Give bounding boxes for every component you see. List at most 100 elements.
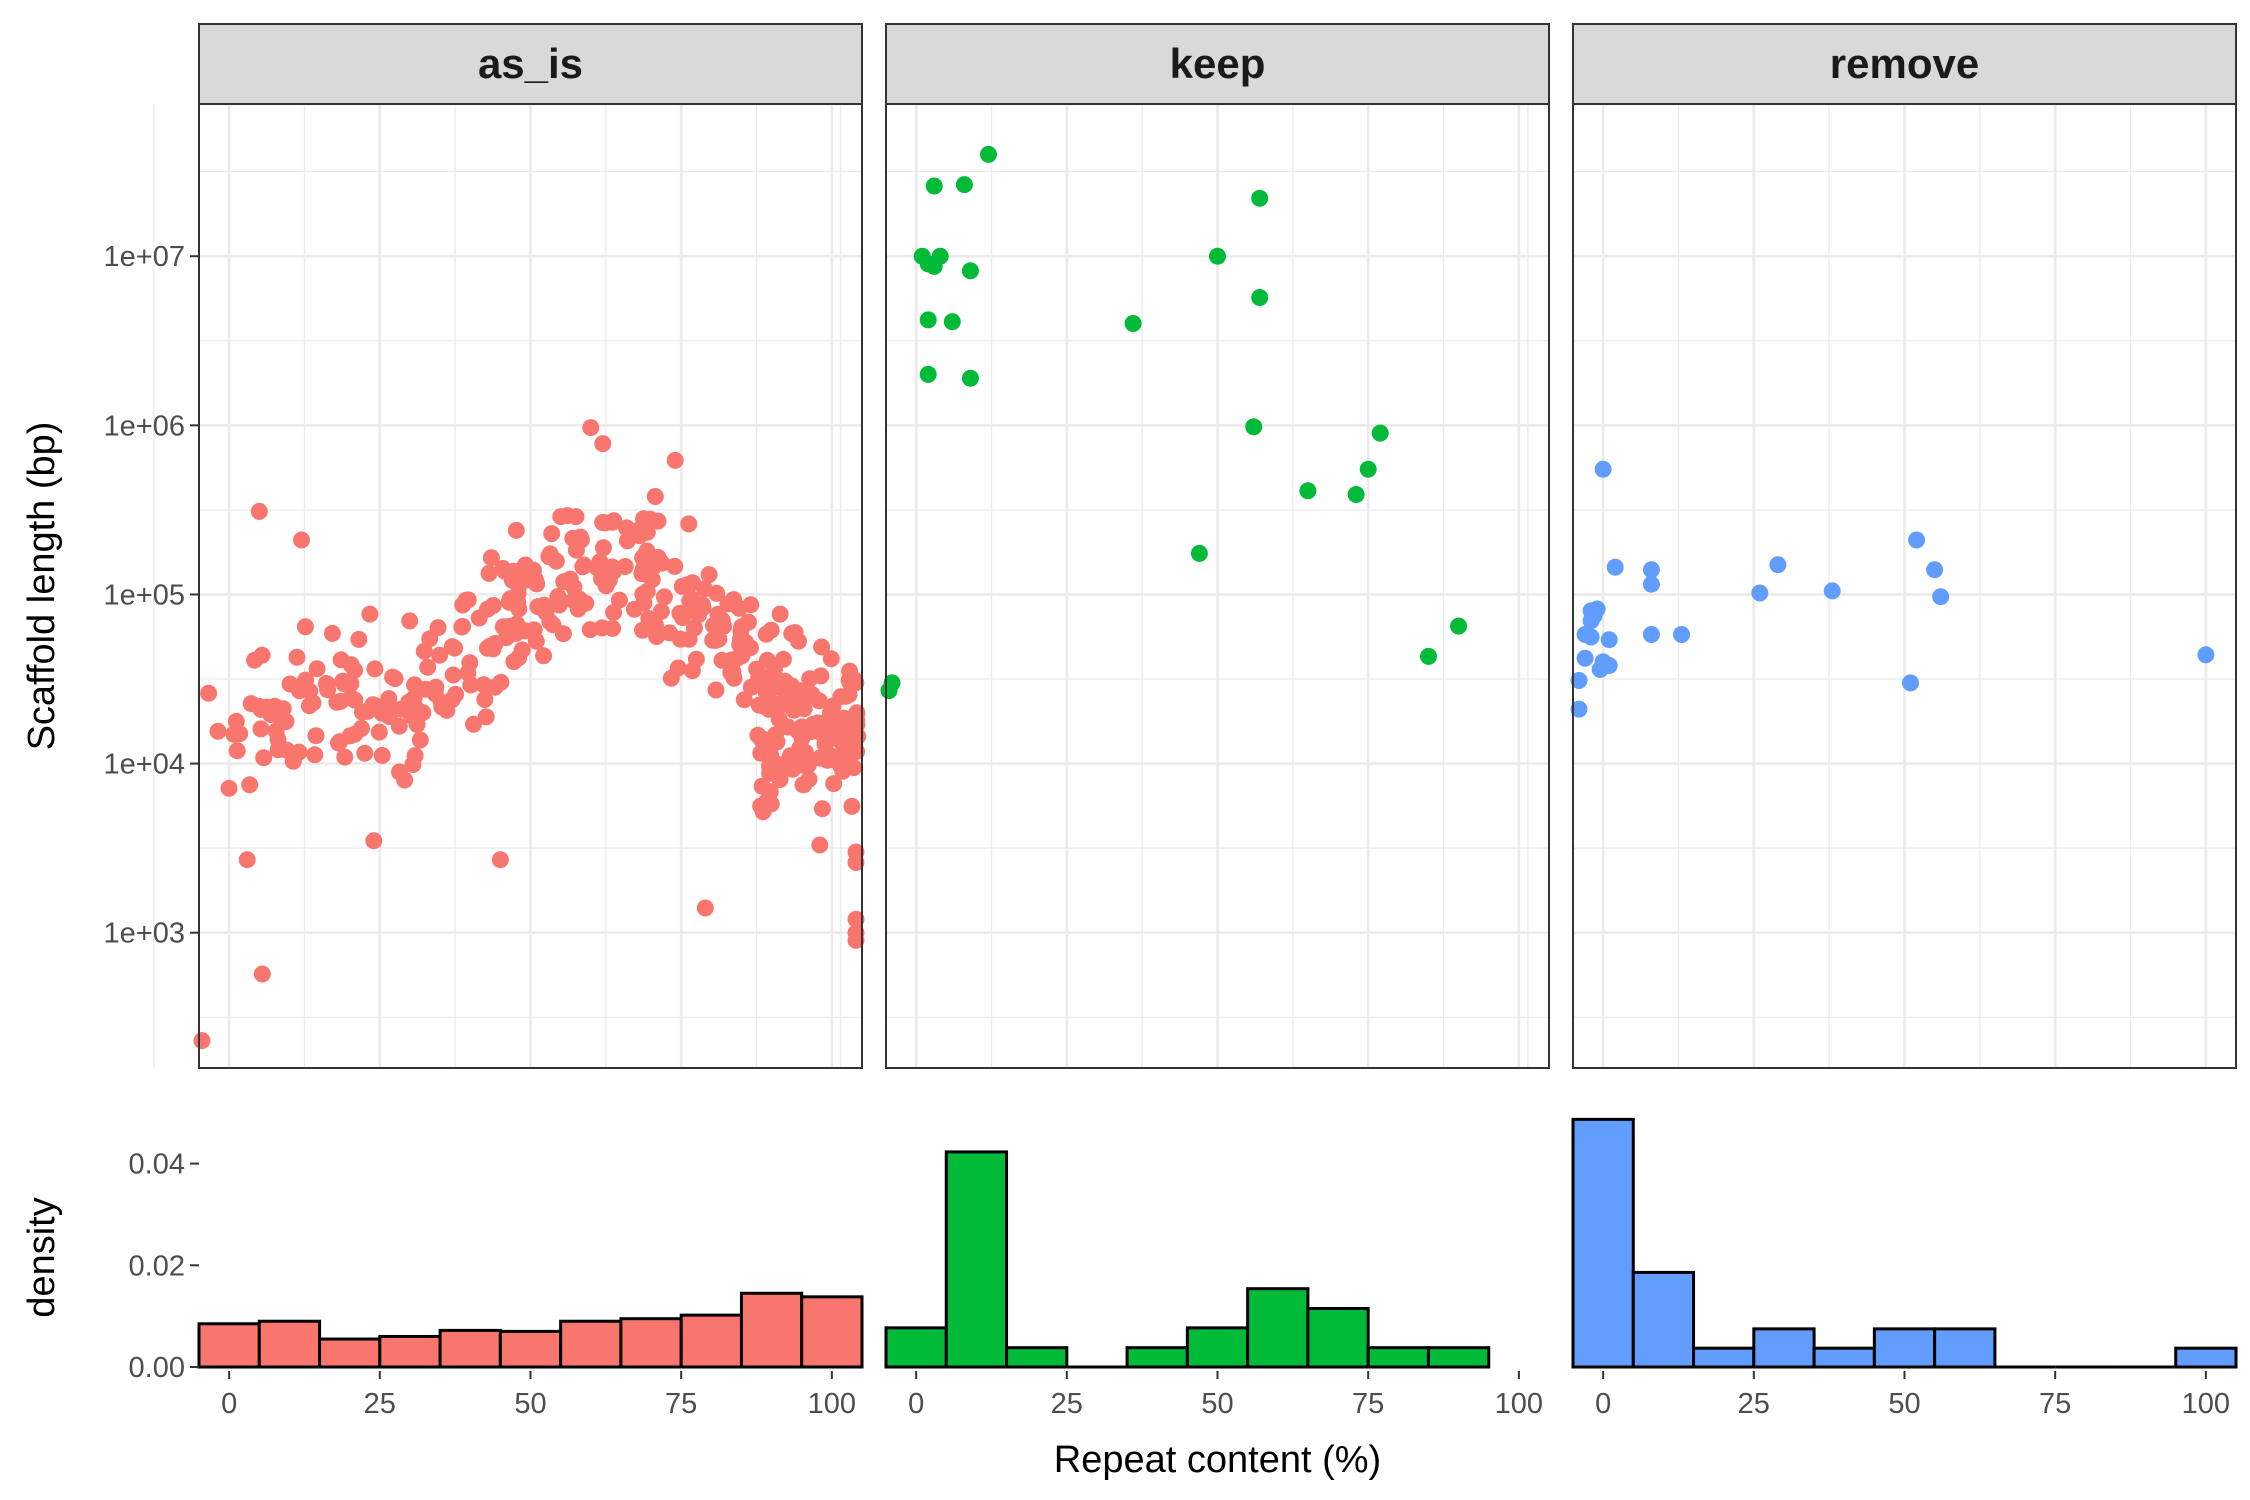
histogram-bar-as-is bbox=[378, 1334, 442, 1369]
data-point-as-is bbox=[768, 733, 786, 751]
data-point-as-is bbox=[722, 664, 740, 682]
data-point-as-is bbox=[642, 510, 660, 528]
data-point-as-is bbox=[526, 571, 544, 589]
data-point-keep bbox=[961, 369, 979, 387]
data-point-as-is bbox=[707, 681, 725, 699]
data-point-keep bbox=[1359, 460, 1377, 478]
data-point-as-is bbox=[228, 742, 246, 760]
data-point-as-is bbox=[690, 606, 707, 624]
data-point-as-is bbox=[447, 685, 465, 703]
histogram-bar-remove bbox=[1812, 1346, 1876, 1369]
data-point-as-is bbox=[427, 678, 445, 696]
data-point-as-is bbox=[800, 770, 818, 788]
data-point-as-is bbox=[509, 584, 527, 602]
data-point-as-is bbox=[444, 666, 462, 684]
data-point-as-is bbox=[250, 502, 268, 520]
histogram-bar-keep bbox=[1185, 1326, 1250, 1369]
data-point-as-is bbox=[652, 602, 670, 620]
histogram-bar-as-is bbox=[679, 1313, 743, 1369]
data-point-as-is bbox=[209, 722, 227, 740]
histogram-bar-keep bbox=[1366, 1346, 1430, 1369]
data-point-as-is bbox=[552, 508, 570, 526]
data-point-as-is bbox=[730, 599, 748, 617]
data-point-as-is bbox=[666, 557, 684, 575]
y-tick-label: 1e+03 bbox=[104, 918, 185, 950]
data-point-as-is bbox=[766, 660, 783, 678]
data-point-as-is bbox=[757, 625, 775, 643]
data-point-as-is bbox=[296, 618, 314, 636]
data-point-as-is bbox=[336, 748, 354, 766]
data-point-as-is bbox=[840, 732, 858, 750]
data-point-as-is bbox=[431, 646, 449, 664]
histogram-bar-keep bbox=[884, 1326, 948, 1369]
data-point-as-is bbox=[300, 697, 318, 715]
data-point-as-is bbox=[478, 639, 496, 657]
data-point-keep bbox=[919, 311, 937, 329]
data-point-as-is bbox=[799, 756, 817, 774]
histogram-bar-remove bbox=[1752, 1327, 1816, 1369]
facet-label-as-is: as_is bbox=[478, 40, 583, 87]
data-point-as-is bbox=[453, 618, 471, 636]
data-point-as-is bbox=[477, 708, 495, 726]
data-point-as-is bbox=[350, 630, 368, 648]
data-point-keep bbox=[919, 365, 937, 383]
data-point-as-is bbox=[814, 715, 832, 733]
data-point-as-is bbox=[543, 525, 561, 543]
x-tick-label: 0 bbox=[908, 1388, 924, 1420]
data-point-as-is bbox=[253, 646, 271, 664]
data-point-as-is bbox=[281, 675, 299, 693]
data-point-as-is bbox=[683, 590, 701, 608]
data-point-remove bbox=[1582, 628, 1600, 646]
data-point-as-is bbox=[391, 763, 408, 781]
data-point-remove bbox=[1673, 626, 1690, 643]
data-point-remove bbox=[1902, 674, 1919, 692]
data-point-as-is bbox=[250, 697, 268, 715]
data-point-remove bbox=[1600, 631, 1618, 649]
data-point-as-is bbox=[616, 558, 634, 575]
histogram-bar-as-is bbox=[619, 1317, 683, 1369]
data-point-as-is bbox=[753, 697, 771, 714]
x-tick-label: 100 bbox=[2182, 1388, 2230, 1420]
data-point-as-is bbox=[238, 851, 256, 869]
data-point-as-is bbox=[457, 591, 475, 609]
data-point-as-is bbox=[594, 539, 612, 557]
data-point-as-is bbox=[381, 704, 399, 722]
data-point-as-is bbox=[666, 451, 684, 469]
histogram-bar-as-is bbox=[559, 1319, 623, 1369]
data-point-as-is bbox=[341, 727, 359, 745]
data-point-as-is bbox=[739, 613, 757, 631]
data-point-as-is bbox=[582, 419, 600, 437]
x-tick-label: 75 bbox=[665, 1388, 697, 1420]
scatter-panel-border-keep bbox=[885, 103, 1550, 1069]
facet-label-remove: remove bbox=[1830, 40, 1979, 87]
histogram-bar-remove bbox=[1933, 1327, 1997, 1369]
data-point-keep bbox=[1251, 289, 1269, 306]
data-point-as-is bbox=[661, 624, 679, 642]
data-point-as-is bbox=[813, 800, 831, 818]
data-point-as-is bbox=[618, 519, 636, 537]
data-point-as-is bbox=[786, 624, 804, 642]
density-tick-label: 0.00 bbox=[129, 1352, 185, 1384]
data-point-remove bbox=[1642, 575, 1660, 593]
data-point-as-is bbox=[301, 682, 319, 700]
data-point-as-is bbox=[293, 531, 310, 549]
data-point-as-is bbox=[384, 668, 402, 686]
data-point-as-is bbox=[575, 556, 593, 574]
data-point-as-is bbox=[547, 552, 565, 570]
data-point-as-is bbox=[411, 731, 429, 749]
data-point-as-is bbox=[646, 488, 664, 505]
data-point-as-is bbox=[462, 676, 480, 694]
data-point-as-is bbox=[307, 727, 325, 745]
data-point-as-is bbox=[267, 722, 285, 740]
x-tick-label: 100 bbox=[808, 1388, 856, 1420]
data-point-as-is bbox=[429, 619, 447, 637]
data-point-keep bbox=[1251, 189, 1269, 207]
data-point-remove bbox=[1932, 588, 1950, 606]
data-point-as-is bbox=[591, 553, 609, 571]
y-axis-title: Scaffold length (bp) bbox=[21, 422, 63, 751]
data-point-as-is bbox=[847, 924, 865, 942]
data-point-as-is bbox=[841, 674, 859, 691]
histogram-bar-remove bbox=[1692, 1346, 1756, 1369]
data-point-as-is bbox=[407, 700, 425, 718]
histogram-bar-keep bbox=[944, 1150, 1009, 1369]
